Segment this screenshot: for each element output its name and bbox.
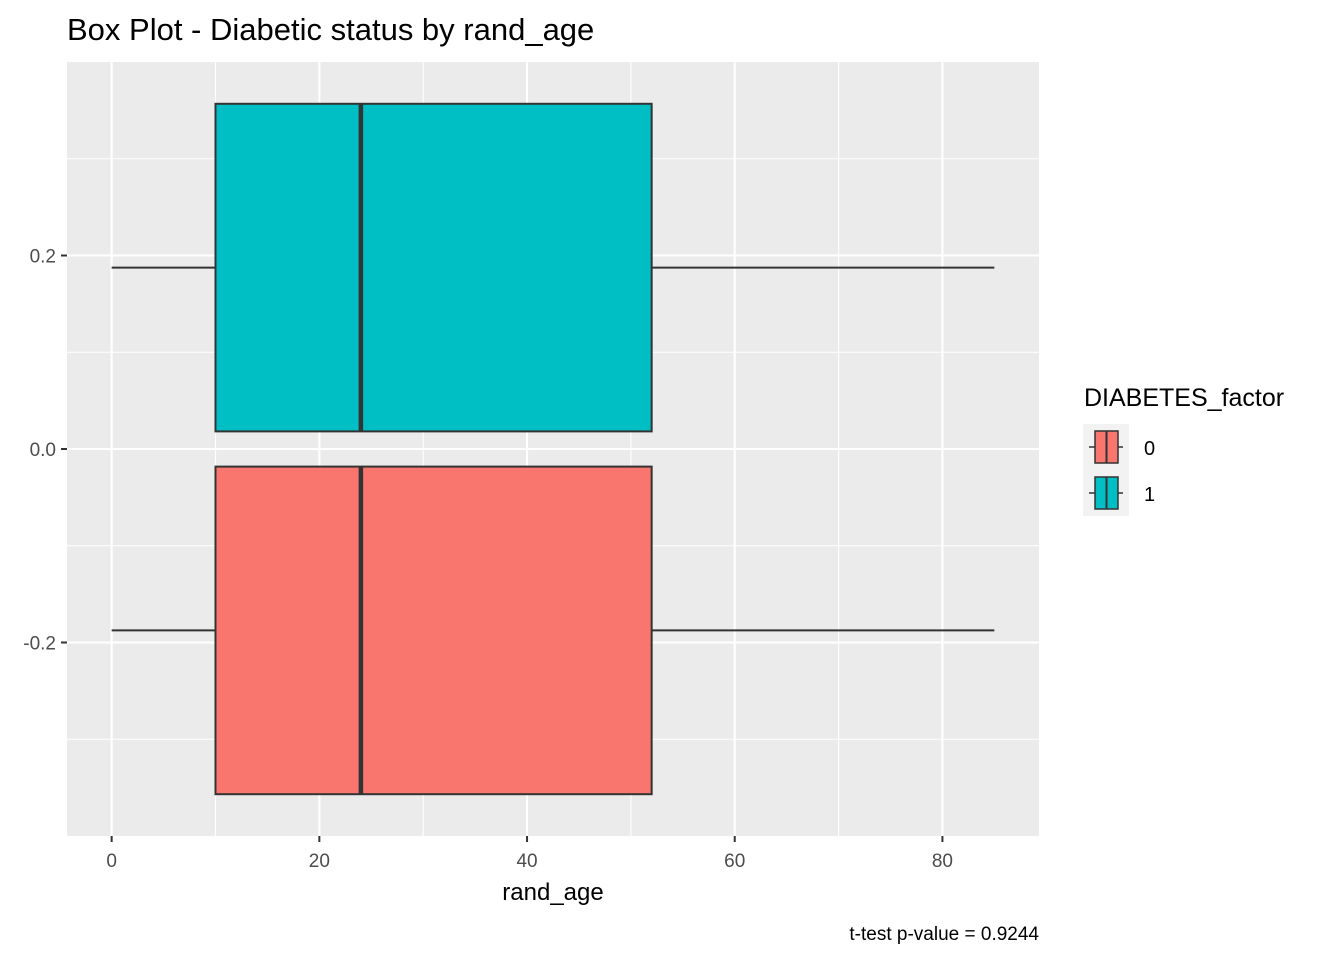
x-axis: 0 20 40 60 80 — [106, 836, 953, 872]
y-tick-label: 0.0 — [30, 440, 56, 461]
box-series-0 — [111, 465, 995, 796]
y-axis: 0.2 0.0 -0.2 — [23, 247, 67, 655]
caption: t-test p-value = 0.9244 — [849, 924, 1039, 945]
x-axis-title: rand_age — [502, 879, 603, 906]
box-iqr — [214, 102, 653, 433]
y-tick-label: -0.2 — [23, 634, 56, 655]
legend-label: 1 — [1144, 484, 1155, 506]
y-tick-label: 0.2 — [30, 247, 56, 268]
box-iqr — [214, 465, 653, 796]
legend-key-0 — [1089, 430, 1123, 464]
x-tick-label: 20 — [309, 851, 330, 872]
legend-key-1 — [1089, 476, 1123, 510]
x-tick-label: 80 — [932, 851, 953, 872]
box-series-1 — [111, 102, 995, 433]
legend-label: 0 — [1144, 438, 1155, 460]
x-tick-label: 40 — [516, 851, 537, 872]
x-tick-label: 0 — [106, 851, 117, 872]
boxes — [111, 102, 995, 796]
legend: DIABETES_factor 0 1 — [1083, 384, 1284, 516]
x-tick-label: 60 — [724, 851, 745, 872]
legend-title: DIABETES_factor — [1084, 384, 1284, 412]
chart-title: Box Plot - Diabetic status by rand_age — [67, 12, 594, 47]
